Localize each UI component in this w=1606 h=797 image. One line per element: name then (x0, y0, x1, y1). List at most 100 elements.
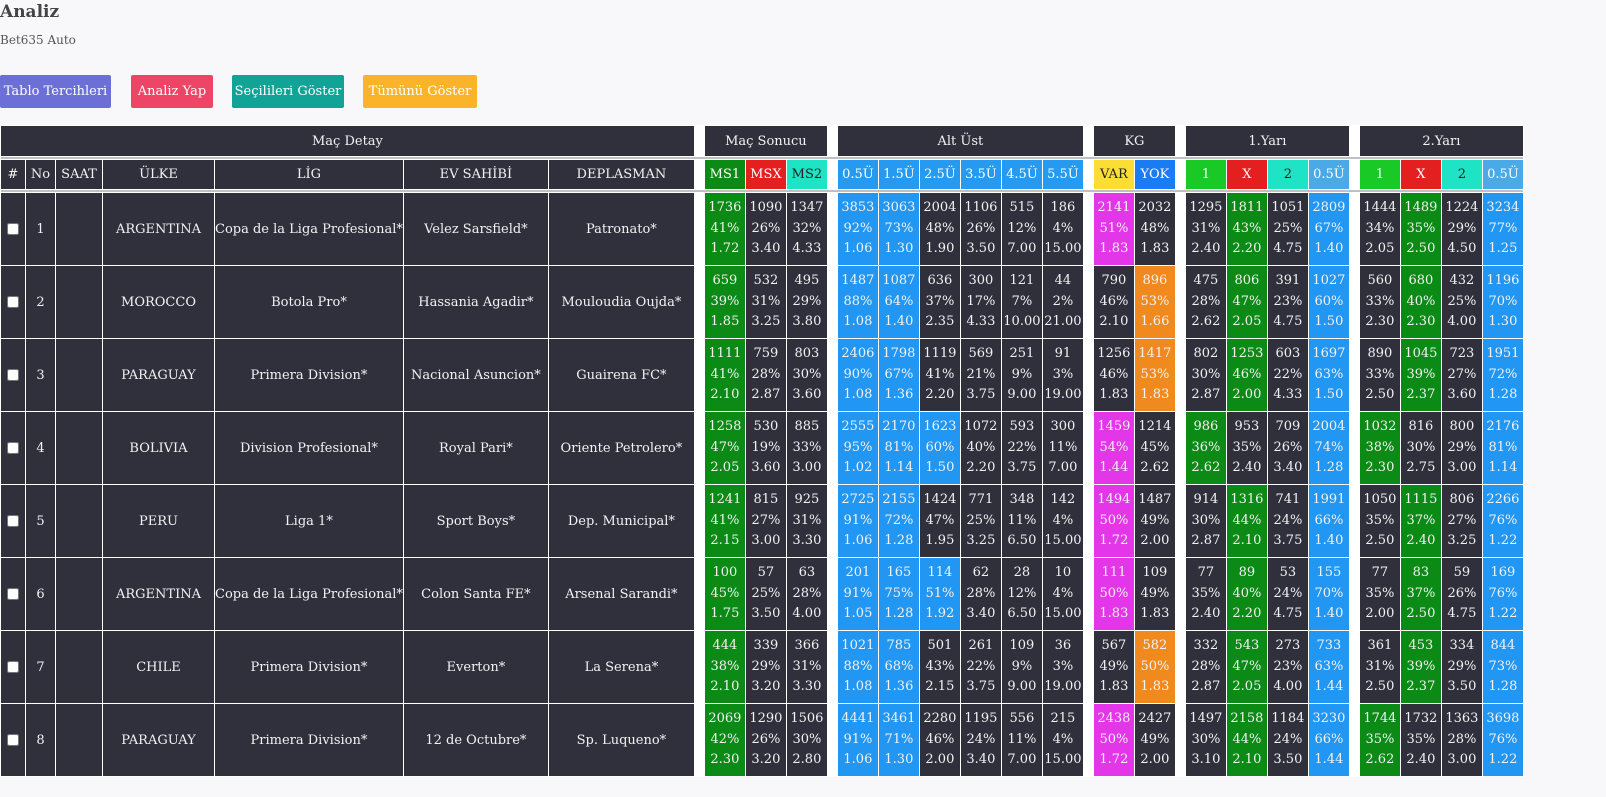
stat-cell-h2: 1224 29% 4.50 (1441, 193, 1482, 265)
stat-percent: 81% (884, 439, 914, 455)
column-header: ÜLKE (103, 160, 214, 189)
stat-percent: 12% (1007, 220, 1037, 236)
stat-percent: 25% (751, 585, 781, 601)
match-time (56, 193, 102, 265)
stat-percent: 95% (843, 439, 873, 455)
stat-cell-h2: 816 30% 2.75 (1400, 412, 1441, 484)
away-team: Sp. Luqueno* (548, 704, 694, 776)
stat-percent: 46% (1099, 293, 1129, 309)
column-spacer (1083, 558, 1093, 630)
stat-percent: 41% (710, 366, 740, 382)
stat-percent: 51% (1099, 220, 1129, 236)
column-spacer (1083, 193, 1093, 265)
stat-count: 1489 (1404, 200, 1438, 216)
stat-percent: 73% (1488, 658, 1518, 674)
match-country: MOROCCO (103, 266, 214, 338)
stat-cell-result: 759 28% 2.87 (745, 339, 786, 411)
table-row[interactable]: 7 CHILE Primera Division* Everton* La Serena… (1, 631, 1523, 703)
stat-cell-h1: 709 26% 3.40 (1267, 412, 1308, 484)
stat-odds: 2.40 (1406, 533, 1436, 549)
table-row[interactable]: 6 ARGENTINA Copa de la Liga Profesional* Co… (1, 558, 1523, 630)
stat-percent: 32% (792, 220, 822, 236)
stat-odds: 1.30 (1488, 314, 1518, 330)
stat-odds: 7.00 (1007, 752, 1037, 768)
stat-percent: 28% (751, 366, 781, 382)
stat-cell-h2: 723 27% 3.60 (1441, 339, 1482, 411)
row-select-checkbox[interactable] (7, 296, 19, 308)
stat-odds: 1.50 (925, 460, 955, 476)
table-row[interactable]: 5 PERU Liga 1* Sport Boys* Dep. Municipal* 12… (1, 485, 1523, 557)
stat-odds: 3.40 (751, 241, 781, 257)
table-row[interactable]: 1 ARGENTINA Copa de la Liga Profesional* Ve… (1, 193, 1523, 265)
stat-cell-h2: 844 73% 1.28 (1482, 631, 1523, 703)
stat-count: 659 (712, 273, 738, 289)
stat-cell-kg: 109 49% 1.83 (1134, 558, 1175, 630)
stat-percent: 24% (1273, 585, 1303, 601)
show-selected-button[interactable]: Seçilileri Göster (232, 75, 344, 108)
stat-count: 109 (1009, 638, 1035, 654)
stat-odds: 1.50 (1314, 314, 1344, 330)
match-country: BOLIVIA (103, 412, 214, 484)
stat-percent: 31% (1191, 220, 1221, 236)
analyze-button[interactable]: Analiz Yap (131, 75, 213, 108)
stat-odds: 6.50 (1007, 533, 1037, 549)
stat-percent: 41% (710, 512, 740, 528)
row-select-checkbox[interactable] (7, 369, 19, 381)
row-select-checkbox[interactable] (7, 588, 19, 600)
stat-cell-h1: 806 47% 2.05 (1226, 266, 1267, 338)
stat-cell-h1: 1295 31% 2.40 (1185, 193, 1226, 265)
row-select-checkbox[interactable] (7, 661, 19, 673)
stat-percent: 60% (925, 439, 955, 455)
stat-count: 1241 (708, 492, 742, 508)
stat-odds: 1.08 (843, 314, 873, 330)
column-spacer (1175, 485, 1185, 557)
stat-count: 556 (1009, 711, 1035, 727)
stat-cell-result: 444 38% 2.10 (704, 631, 745, 703)
stat-percent: 92% (843, 220, 873, 236)
column-spacer (694, 193, 704, 265)
stat-odds: 2.05 (1232, 314, 1262, 330)
stat-cell-h1: 733 63% 1.44 (1308, 631, 1349, 703)
stat-odds: 2.62 (1140, 460, 1170, 476)
column-spacer (1349, 485, 1359, 557)
row-select-checkbox[interactable] (7, 442, 19, 454)
stat-odds: 3.75 (966, 387, 996, 403)
column-spacer (1083, 160, 1093, 189)
stat-percent: 43% (1232, 220, 1262, 236)
stat-percent: 67% (884, 366, 914, 382)
stat-odds: 3.10 (1191, 752, 1221, 768)
row-select-checkbox[interactable] (7, 734, 19, 746)
stat-cell-ou: 300 17% 4.33 (960, 266, 1001, 338)
stat-cell-ou: 215 4% 15.00 (1042, 704, 1083, 776)
table-row[interactable]: 3 PARAGUAY Primera Division* Nacional Asunc… (1, 339, 1523, 411)
table-row[interactable]: 2 MOROCCO Botola Pro* Hassania Agadir* Moulo… (1, 266, 1523, 338)
stat-odds: 1.14 (884, 460, 914, 476)
stat-count: 1732 (1404, 711, 1438, 727)
stat-odds: 1.28 (1488, 679, 1518, 695)
stat-percent: 53% (1140, 293, 1170, 309)
stat-odds: 2.50 (1406, 241, 1436, 257)
stat-count: 1050 (1363, 492, 1397, 508)
table-row[interactable]: 4 BOLIVIA Division Profesional* Royal Pari*… (1, 412, 1523, 484)
show-all-button[interactable]: Tümünü Göster (363, 75, 477, 108)
row-select-checkbox[interactable] (7, 515, 19, 527)
stat-percent: 4% (1052, 512, 1074, 528)
stat-count: 453 (1408, 638, 1434, 654)
stat-count: 261 (968, 638, 994, 654)
match-league: Division Profesional* (215, 412, 403, 484)
column-spacer (1349, 412, 1359, 484)
row-select-checkbox[interactable] (7, 223, 19, 235)
table-preferences-button[interactable]: Tablo Tercihleri (0, 75, 111, 108)
stat-odds: 2.75 (1406, 460, 1436, 476)
stat-percent: 4% (1052, 585, 1074, 601)
table-row[interactable]: 8 PARAGUAY Primera Division* 12 de Octubre*… (1, 704, 1523, 776)
stat-cell-result: 530 19% 3.60 (745, 412, 786, 484)
stat-cell-result: 532 31% 3.25 (745, 266, 786, 338)
stat-percent: 53% (1140, 366, 1170, 382)
match-league: Copa de la Liga Profesional* (215, 558, 403, 630)
stat-count: 273 (1275, 638, 1301, 654)
stat-cell-ou: 1623 60% 1.50 (919, 412, 960, 484)
stat-count: 2427 (1138, 711, 1172, 727)
stat-cell-ou: 348 11% 6.50 (1001, 485, 1042, 557)
row-number: 6 (26, 558, 55, 630)
